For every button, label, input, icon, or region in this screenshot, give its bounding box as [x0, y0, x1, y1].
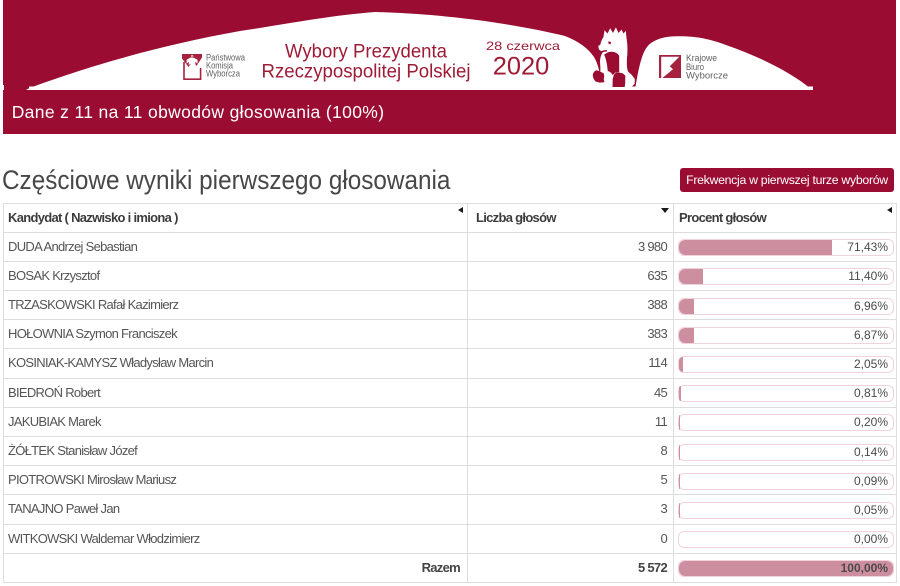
svg-text:Komisja: Komisja [206, 61, 233, 71]
svg-text:Państwowa: Państwowa [206, 53, 245, 63]
svg-text:Wyborcze: Wyborcze [686, 71, 728, 81]
svg-text:Biuro: Biuro [686, 62, 704, 72]
svg-text:Krajowe: Krajowe [686, 53, 717, 63]
svg-text:2020: 2020 [493, 53, 549, 81]
svg-text:Wybory Prezydenta: Wybory Prezydenta [285, 42, 447, 63]
svg-text:28 czerwca: 28 czerwca [486, 40, 561, 53]
svg-text:Rzeczypospolitej Polskiej: Rzeczypospolitej Polskiej [262, 62, 471, 83]
svg-text:Wyborcza: Wyborcza [206, 69, 240, 79]
